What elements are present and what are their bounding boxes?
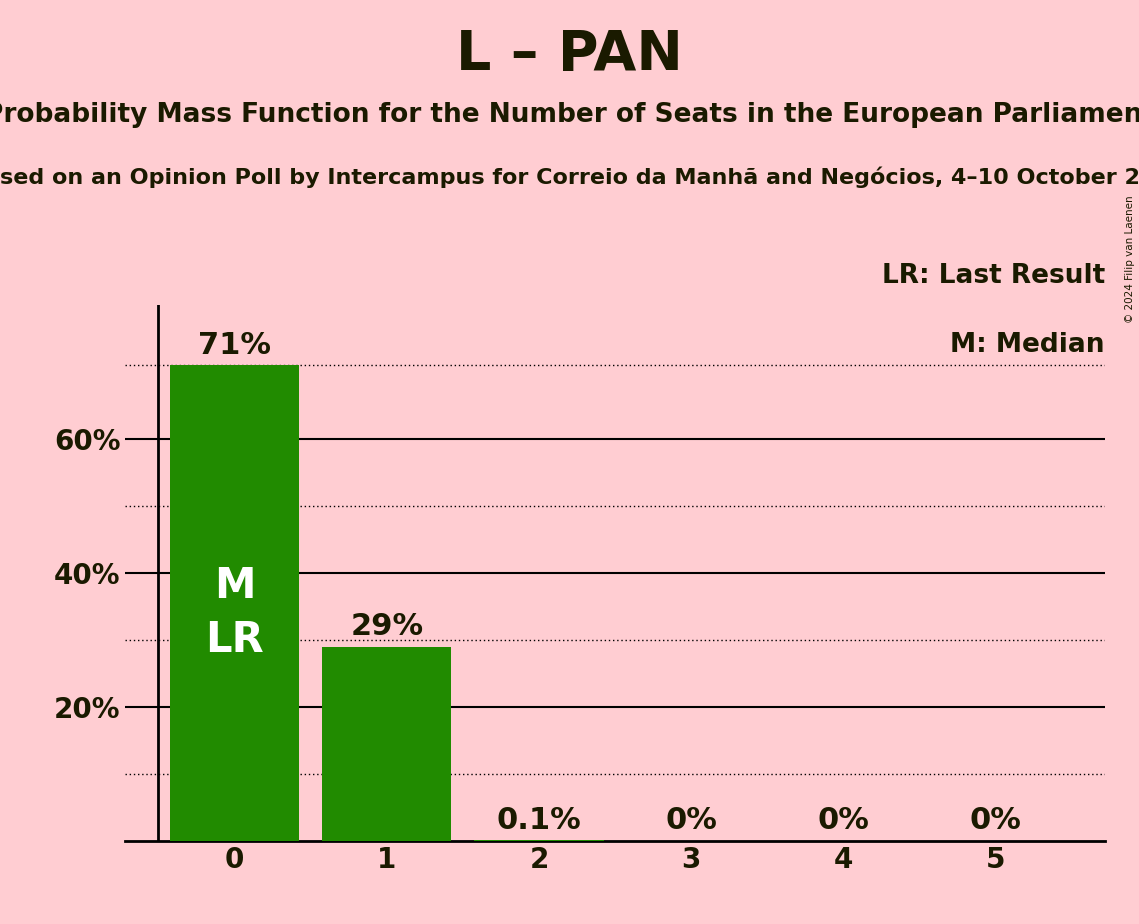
Text: 0%: 0% (665, 807, 718, 835)
Text: M: Median: M: Median (950, 332, 1105, 358)
Text: L – PAN: L – PAN (456, 28, 683, 81)
Text: 0.1%: 0.1% (497, 806, 581, 834)
Text: 0%: 0% (969, 807, 1022, 835)
Text: sed on an Opinion Poll by Intercampus for Correio da Manhã and Negócios, 4–10 Oc: sed on an Opinion Poll by Intercampus fo… (0, 166, 1139, 188)
Text: 29%: 29% (350, 613, 424, 641)
Text: 0%: 0% (818, 807, 869, 835)
Text: © 2024 Filip van Laenen: © 2024 Filip van Laenen (1125, 195, 1134, 322)
Text: LR: LR (205, 619, 264, 661)
Text: M: M (214, 565, 255, 607)
Bar (322, 647, 451, 841)
Text: LR: Last Result: LR: Last Result (882, 262, 1105, 289)
Bar (170, 365, 300, 841)
Text: Probability Mass Function for the Number of Seats in the European Parliament: Probability Mass Function for the Number… (0, 102, 1139, 128)
Text: 71%: 71% (198, 331, 271, 359)
